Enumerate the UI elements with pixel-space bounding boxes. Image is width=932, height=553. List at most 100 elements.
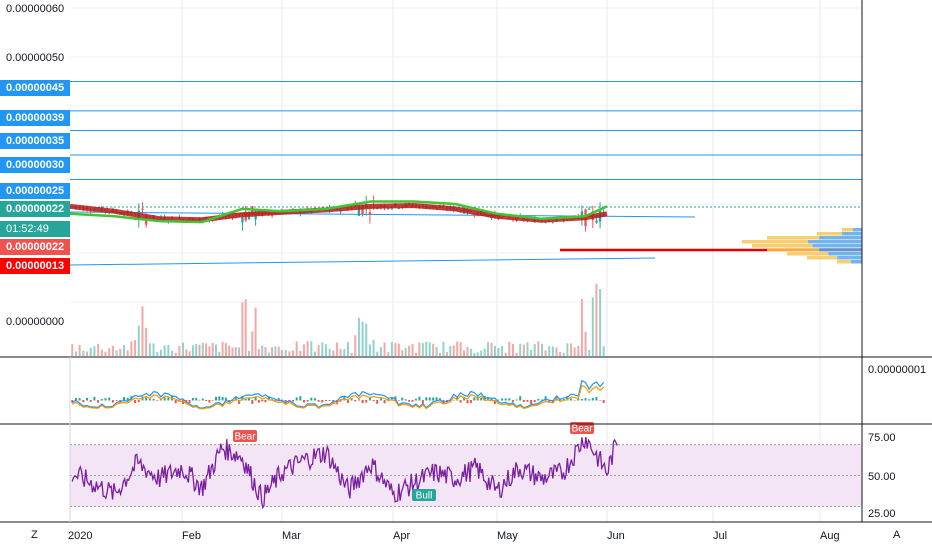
macd-hist-39 bbox=[211, 400, 214, 401]
macd-hist-44 bbox=[228, 400, 231, 402]
profile-sell-7 bbox=[807, 256, 838, 260]
volume-bar-101 bbox=[428, 342, 431, 356]
macd-hist-149 bbox=[599, 400, 602, 401]
macd-hist-41 bbox=[218, 396, 221, 401]
volume-bar-74 bbox=[332, 350, 335, 356]
macd-hist-53 bbox=[257, 400, 260, 403]
volume-bar-7 bbox=[97, 343, 100, 356]
macd-hist-85 bbox=[372, 400, 375, 402]
volume-bar-83 bbox=[365, 323, 368, 356]
macd-hist-12 bbox=[115, 400, 118, 401]
volume-bar-107 bbox=[449, 346, 452, 356]
macd-hist-141 bbox=[570, 398, 573, 401]
volume-bar-134 bbox=[544, 350, 547, 356]
macd-hist-4 bbox=[86, 397, 89, 401]
rsi-tick-25: 25.00 bbox=[868, 508, 896, 520]
volume-bar-76 bbox=[339, 348, 342, 356]
macd-hist-124 bbox=[508, 398, 511, 401]
volume-bar-44 bbox=[228, 345, 231, 356]
macd-hist-94 bbox=[404, 399, 407, 401]
auto-scale-button[interactable]: A bbox=[893, 529, 901, 541]
z-button[interactable]: Z bbox=[31, 529, 38, 541]
volume-bar-133 bbox=[540, 344, 543, 356]
volume-bar-15 bbox=[126, 350, 129, 356]
volume-bar-90 bbox=[390, 341, 393, 356]
volume-bar-56 bbox=[267, 352, 270, 356]
profile-buy-5 bbox=[819, 248, 862, 252]
volume-bar-80 bbox=[354, 335, 357, 356]
volume-bar-100 bbox=[425, 341, 428, 356]
profile-sell-3 bbox=[742, 240, 808, 244]
macd-hist-89 bbox=[387, 399, 390, 401]
volume-bar-111 bbox=[463, 350, 466, 356]
macd-hist-95 bbox=[408, 400, 411, 402]
rsi-marker-box-2 bbox=[570, 422, 594, 434]
macd-hist-72 bbox=[324, 400, 327, 402]
volume-bar-16 bbox=[130, 341, 133, 356]
volume-bar-93 bbox=[401, 350, 404, 356]
month-label-jul: Jul bbox=[713, 530, 728, 542]
volume-bar-67 bbox=[306, 341, 309, 356]
macd-hist-28 bbox=[174, 400, 177, 404]
volume-bar-120 bbox=[493, 345, 496, 356]
volume-bar-25 bbox=[163, 345, 166, 356]
macd-hist-56 bbox=[267, 396, 270, 401]
macd-hist-134 bbox=[544, 396, 547, 401]
macd-hist-98 bbox=[418, 396, 421, 401]
volume-bar-148 bbox=[595, 283, 598, 356]
macd-hist-21 bbox=[148, 398, 151, 401]
volume-bar-47 bbox=[238, 347, 241, 356]
volume-bar-20 bbox=[145, 327, 148, 356]
month-label-aug: Aug bbox=[820, 530, 840, 542]
profile-sell-6 bbox=[787, 252, 829, 256]
level-label-4: 0.00000025 bbox=[0, 183, 70, 199]
macd-hist-42 bbox=[221, 397, 224, 401]
macd-hist-119 bbox=[490, 398, 493, 401]
volume-bar-46 bbox=[234, 347, 237, 356]
macd-hist-116 bbox=[480, 397, 483, 401]
macd-hist-140 bbox=[566, 396, 569, 401]
macd-hist-58 bbox=[274, 400, 277, 401]
candle-body-81 bbox=[357, 207, 361, 216]
month-label-mar: Mar bbox=[282, 530, 301, 542]
volume-bar-118 bbox=[487, 342, 490, 356]
month-label-apr: Apr bbox=[393, 530, 411, 542]
volume-bar-41 bbox=[218, 351, 221, 356]
macd-line bbox=[71, 379, 605, 409]
level-label-3: 0.00000030 bbox=[0, 157, 70, 173]
profile-buy-2 bbox=[819, 236, 862, 240]
macd-hist-88 bbox=[383, 400, 386, 404]
macd-hist-130 bbox=[530, 400, 533, 405]
volume-bar-85 bbox=[372, 339, 375, 356]
profile-buy-6 bbox=[828, 252, 862, 256]
macd-hist-97 bbox=[414, 398, 417, 401]
macd-hist-30 bbox=[182, 400, 184, 404]
macd-hist-50 bbox=[248, 397, 250, 401]
volume-bar-96 bbox=[411, 343, 414, 356]
volume-bar-39 bbox=[211, 342, 214, 356]
volume-bar-98 bbox=[418, 342, 421, 356]
macd-hist-65 bbox=[299, 396, 302, 401]
volume-bar-94 bbox=[404, 347, 407, 356]
volume-bar-0 bbox=[71, 344, 74, 356]
macd-hist-54 bbox=[261, 400, 264, 402]
macd-hist-96 bbox=[411, 400, 414, 402]
volume-bar-75 bbox=[335, 342, 338, 356]
volume-bar-110 bbox=[459, 342, 462, 356]
level-label-1: 0.00000039 bbox=[0, 110, 70, 126]
volume-bar-36 bbox=[201, 342, 204, 356]
volume-bar-64 bbox=[295, 341, 298, 356]
profile-sell-5 bbox=[767, 248, 820, 252]
volume-bar-92 bbox=[397, 343, 400, 356]
rsi-marker-box-1 bbox=[412, 489, 436, 501]
volume-bar-145 bbox=[584, 331, 587, 356]
volume-bar-99 bbox=[421, 343, 424, 356]
macd-hist-48 bbox=[241, 396, 244, 401]
volume-bar-51 bbox=[251, 331, 254, 356]
volume-bar-61 bbox=[284, 349, 287, 356]
rsi-marker-label-1: Bull bbox=[416, 491, 433, 502]
macd-hist-123 bbox=[504, 398, 507, 401]
macd-hist-126 bbox=[515, 399, 518, 401]
volume-bar-113 bbox=[469, 348, 472, 356]
